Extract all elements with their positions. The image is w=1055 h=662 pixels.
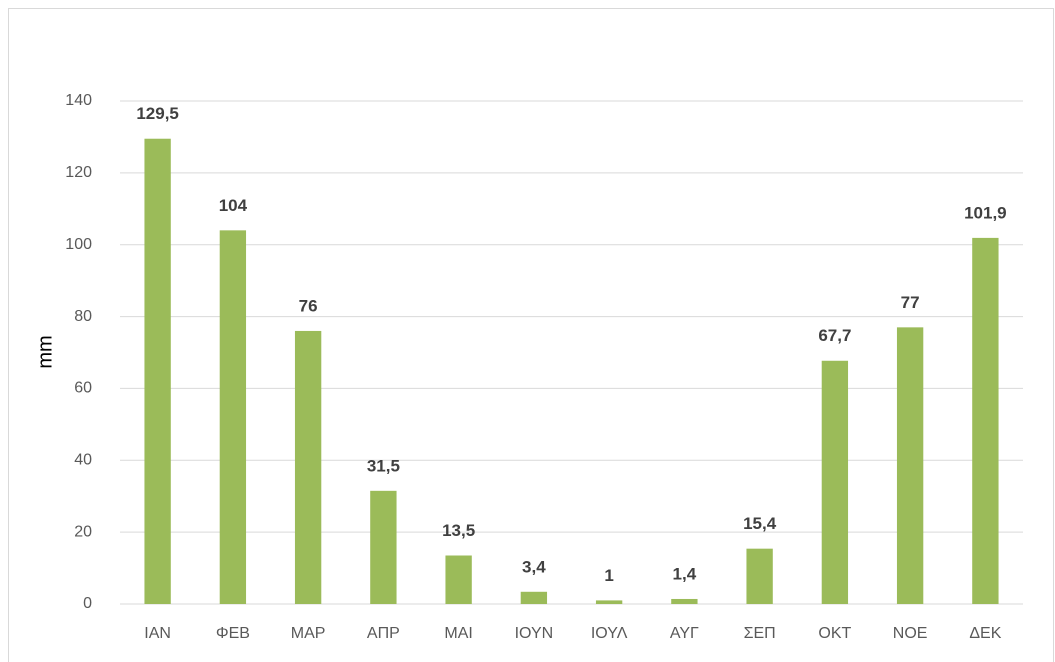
value-label: 77	[901, 293, 920, 312]
bar	[671, 598, 698, 604]
value-label: 1	[604, 566, 613, 585]
y-tick-label: 0	[83, 595, 92, 612]
x-tick-label: ΣΕΠ	[744, 625, 776, 642]
bar	[972, 237, 999, 604]
value-label: 3,4	[522, 557, 546, 576]
value-label: 101,9	[964, 203, 1007, 222]
bar	[445, 555, 472, 604]
x-tick-label: ΝΟΕ	[893, 625, 928, 642]
x-tick-label: ΑΠΡ	[367, 625, 400, 642]
y-tick-label: 100	[65, 236, 92, 253]
y-tick-label: 40	[74, 452, 92, 469]
bar	[370, 490, 397, 604]
bar	[896, 327, 924, 604]
x-tick-label: ΙΑΝ	[144, 625, 171, 642]
bar	[595, 600, 623, 604]
bar	[294, 330, 322, 604]
value-label: 129,5	[136, 104, 179, 123]
bar	[520, 591, 548, 604]
value-label: 67,7	[818, 326, 851, 345]
y-tick-label: 80	[74, 308, 92, 325]
y-axis-label: mm	[34, 335, 56, 368]
x-tick-label: ΜΑΙ	[444, 625, 472, 642]
value-label: 31,5	[367, 456, 400, 475]
bar	[746, 548, 773, 604]
x-tick-label: ΟΚΤ	[818, 625, 851, 642]
x-tick-label: ΙΟΥΛ	[591, 625, 628, 642]
x-tick-label: ΦΕΒ	[216, 625, 250, 642]
value-label: 15,4	[743, 514, 777, 533]
bar	[219, 230, 247, 605]
bar	[144, 138, 171, 604]
value-label: 13,5	[442, 521, 475, 540]
y-tick-label: 140	[65, 92, 92, 109]
value-label: 104	[219, 196, 248, 215]
x-tick-label: ΑΥΓ	[670, 625, 699, 642]
value-label: 76	[299, 296, 318, 315]
chart-border	[8, 8, 1054, 662]
x-tick-label: ΜΑΡ	[291, 625, 326, 642]
x-tick-label: ΔΕΚ	[969, 625, 1001, 642]
x-tick-label: ΙΟΥΝ	[515, 625, 554, 642]
y-tick-label: 60	[74, 380, 92, 397]
value-label: 1,4	[673, 564, 697, 583]
bar	[821, 360, 849, 604]
y-tick-label: 20	[74, 523, 92, 540]
y-tick-label: 120	[65, 164, 92, 181]
